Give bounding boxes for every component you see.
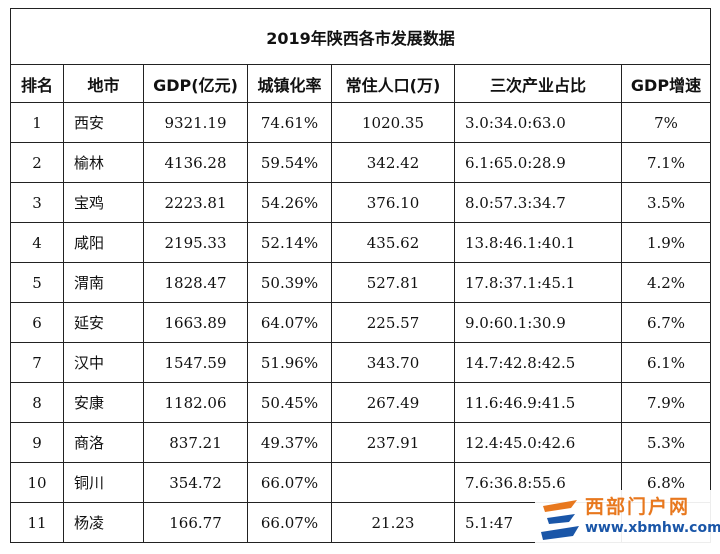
table-cell: 1020.35: [331, 102, 455, 143]
table-cell: 商洛: [63, 422, 144, 463]
table-row: 1 西安 9321.19 74.61% 1020.35 3.0:34.0:63.0 7%: [10, 102, 711, 143]
table-cell: 64.07%: [247, 302, 332, 343]
table-cell: 榆林: [63, 142, 144, 183]
table-cell: 17.8:37.1:45.1: [454, 262, 622, 303]
table-cell: 267.49: [331, 382, 455, 423]
table-cell: 354.72: [143, 462, 248, 503]
table-cell: 66.07%: [247, 462, 332, 503]
watermark-logo: [541, 500, 579, 540]
table-cell: 51.96%: [247, 342, 332, 383]
table-cell: 安康: [63, 382, 144, 423]
table-cell: 6.7%: [621, 302, 711, 343]
table-cell: 7: [10, 342, 64, 383]
table-cell: 225.57: [331, 302, 455, 343]
header-cell: GDP增速: [621, 64, 711, 103]
table-cell: 13.8:46.1:40.1: [454, 222, 622, 263]
table-cell: 21.23: [331, 502, 455, 543]
table-cell: 14.7:42.8:42.5: [454, 342, 622, 383]
table-cell: 7.1%: [621, 142, 711, 183]
table-cell: 1: [10, 102, 64, 143]
table-cell: 54.26%: [247, 182, 332, 223]
table-row: 7 汉中 1547.59 51.96% 343.70 14.7:42.8:42.5 6.1%: [10, 342, 711, 383]
table-row: 9 商洛 837.21 49.37% 237.91 12.4:45.0:42.6 5.3%: [10, 422, 711, 463]
table-cell: 66.07%: [247, 502, 332, 543]
table-row: 2 榆林 4136.28 59.54% 342.42 6.1:65.0:28.9 7.1%: [10, 142, 711, 183]
table-cell: 1663.89: [143, 302, 248, 343]
table-cell: 渭南: [63, 262, 144, 303]
table-cell: 7%: [621, 102, 711, 143]
table-row: 10 铜川 354.72 66.07% 7.6:36.8:55.6 6.8%: [10, 462, 711, 503]
table-cell: 8: [10, 382, 64, 423]
table-cell: 11.6:46.9:41.5: [454, 382, 622, 423]
table-cell: 435.62: [331, 222, 455, 263]
table-cell: 3.5%: [621, 182, 711, 223]
table-cell: 12.4:45.0:42.6: [454, 422, 622, 463]
table-cell: 1182.06: [143, 382, 248, 423]
table-cell: 2195.33: [143, 222, 248, 263]
table-row: 5 渭南 1828.47 50.39% 527.81 17.8:37.1:45.1 4.2%: [10, 262, 711, 303]
table-cell: 9.0:60.1:30.9: [454, 302, 622, 343]
header-cell: 地市: [63, 64, 144, 103]
table-cell: 376.10: [331, 182, 455, 223]
table-cell: 9: [10, 422, 64, 463]
watermark: 西部门户网 www.xbmhw.com: [535, 490, 720, 550]
table-cell: 343.70: [331, 342, 455, 383]
header-cell: 三次产业占比: [454, 64, 622, 103]
table-cell: 5: [10, 262, 64, 303]
header-cell: GDP(亿元): [143, 64, 248, 103]
header-row: 排名 地市 GDP(亿元) 城镇化率 常住人口(万) 三次产业占比 GDP增速: [10, 64, 711, 103]
table-cell: 49.37%: [247, 422, 332, 463]
table-cell: [331, 462, 455, 503]
table-cell: 铜川: [63, 462, 144, 503]
table-cell: 11: [10, 502, 64, 543]
table-cell: 342.42: [331, 142, 455, 183]
table-cell: 10: [10, 462, 64, 503]
table-cell: 1.9%: [621, 222, 711, 263]
table-cell: 74.61%: [247, 102, 332, 143]
table-cell: 837.21: [143, 422, 248, 463]
table-cell: 9321.19: [143, 102, 248, 143]
table-cell: 50.39%: [247, 262, 332, 303]
table-cell: 3.0:34.0:63.0: [454, 102, 622, 143]
table-title: 2019年陕西各市发展数据: [10, 8, 711, 65]
table-cell: 咸阳: [63, 222, 144, 263]
table-cell: 4136.28: [143, 142, 248, 183]
table-cell: 杨凌: [63, 502, 144, 543]
table-cell: 6.1:65.0:28.9: [454, 142, 622, 183]
header-cell: 排名: [10, 64, 64, 103]
title-row: 2019年陕西各市发展数据: [10, 8, 711, 65]
table-cell: 1828.47: [143, 262, 248, 303]
table-cell: 50.45%: [247, 382, 332, 423]
table-row: 3 宝鸡 2223.81 54.26% 376.10 8.0:57.3:34.7 3.5%: [10, 182, 711, 223]
table-cell: 7.9%: [621, 382, 711, 423]
table-cell: 汉中: [63, 342, 144, 383]
table-cell: 8.0:57.3:34.7: [454, 182, 622, 223]
table-cell: 2223.81: [143, 182, 248, 223]
table-cell: 延安: [63, 302, 144, 343]
table-row: 4 咸阳 2195.33 52.14% 435.62 13.8:46.1:40.1 1.9%: [10, 222, 711, 263]
table-cell: 166.77: [143, 502, 248, 543]
table-cell: 宝鸡: [63, 182, 144, 223]
table-cell: 237.91: [331, 422, 455, 463]
table-cell: 6: [10, 302, 64, 343]
table-row: 6 延安 1663.89 64.07% 225.57 9.0:60.1:30.9 6.7%: [10, 302, 711, 343]
table-cell: 2: [10, 142, 64, 183]
table-cell: 59.54%: [247, 142, 332, 183]
table-cell: 5.3%: [621, 422, 711, 463]
table-cell: 3: [10, 182, 64, 223]
table-cell: 4.2%: [621, 262, 711, 303]
data-table: 2019年陕西各市发展数据 排名 地市 GDP(亿元) 城镇化率 常住人口(万) 三次产业…: [10, 8, 711, 543]
header-cell: 城镇化率: [247, 64, 332, 103]
header-cell: 常住人口(万): [331, 64, 455, 103]
table-cell: 52.14%: [247, 222, 332, 263]
table-cell: 4: [10, 222, 64, 263]
watermark-name: 西部门户网: [585, 496, 691, 518]
table-cell: 西安: [63, 102, 144, 143]
table-row: 8 安康 1182.06 50.45% 267.49 11.6:46.9:41.5 7.9%: [10, 382, 711, 423]
watermark-url: www.xbmhw.com: [585, 520, 720, 536]
table-cell: 527.81: [331, 262, 455, 303]
table-cell: 6.1%: [621, 342, 711, 383]
table-cell: 1547.59: [143, 342, 248, 383]
